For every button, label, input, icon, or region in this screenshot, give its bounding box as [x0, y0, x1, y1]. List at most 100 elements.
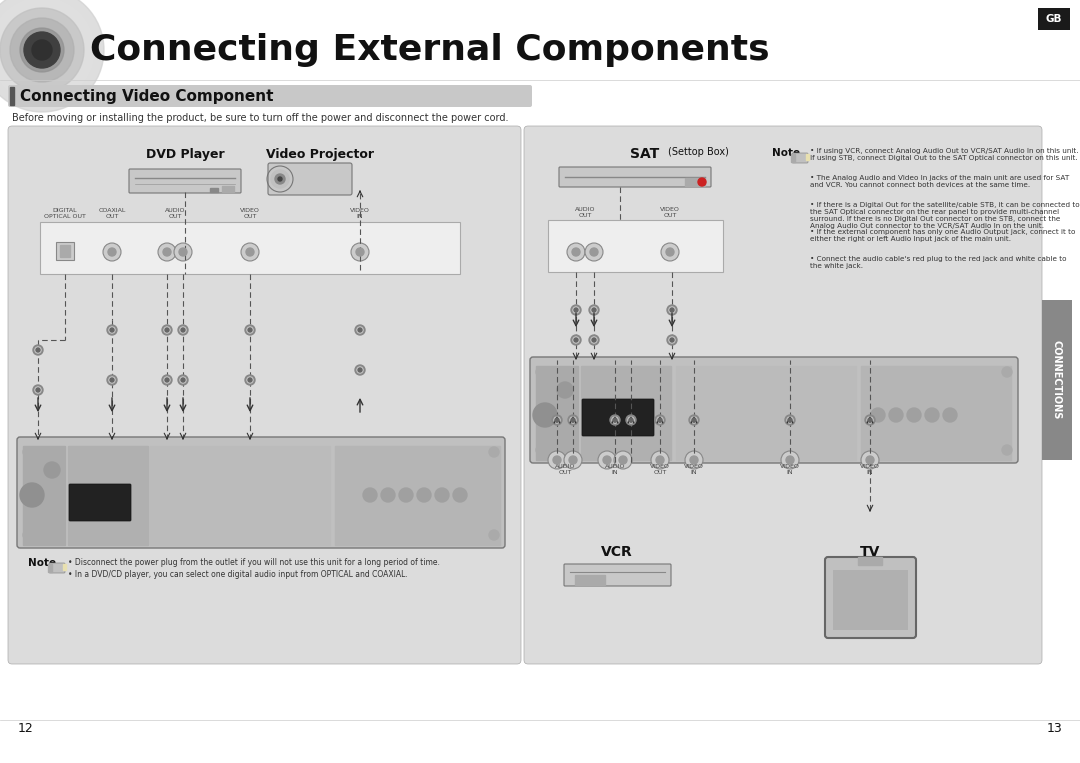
- FancyBboxPatch shape: [40, 222, 460, 274]
- Bar: [861, 366, 1011, 460]
- Circle shape: [670, 308, 674, 312]
- Bar: [806, 154, 809, 160]
- Circle shape: [867, 417, 873, 423]
- FancyBboxPatch shape: [8, 126, 521, 664]
- Text: • If there is a Digital Out for the satellite/cable STB, it can be connected to : • If there is a Digital Out for the sate…: [810, 202, 1080, 229]
- FancyBboxPatch shape: [548, 220, 723, 272]
- Circle shape: [924, 408, 939, 422]
- FancyBboxPatch shape: [49, 563, 65, 573]
- Text: • If the external component has only one Audio Output jack, connect it to either: • If the external component has only one…: [810, 229, 1076, 242]
- Circle shape: [685, 451, 703, 469]
- Circle shape: [615, 451, 632, 469]
- Text: (Settop Box): (Settop Box): [669, 147, 729, 157]
- Circle shape: [590, 248, 598, 256]
- Circle shape: [33, 385, 43, 395]
- Circle shape: [417, 488, 431, 502]
- Circle shape: [174, 243, 192, 261]
- Circle shape: [868, 418, 872, 422]
- Circle shape: [357, 367, 363, 373]
- FancyBboxPatch shape: [833, 570, 908, 630]
- Text: VIDEO
OUT: VIDEO OUT: [660, 208, 680, 218]
- Circle shape: [363, 488, 377, 502]
- Circle shape: [870, 408, 885, 422]
- Circle shape: [785, 415, 795, 425]
- Circle shape: [181, 378, 185, 382]
- Text: VIDEO
OUT: VIDEO OUT: [650, 464, 670, 475]
- Bar: [791, 154, 795, 162]
- Circle shape: [435, 488, 449, 502]
- Circle shape: [0, 0, 104, 112]
- Circle shape: [33, 345, 43, 355]
- Bar: [23, 446, 65, 545]
- Circle shape: [552, 415, 562, 425]
- Circle shape: [589, 335, 599, 345]
- Circle shape: [163, 248, 171, 256]
- Circle shape: [568, 415, 578, 425]
- FancyBboxPatch shape: [1038, 8, 1070, 30]
- Text: VCR: VCR: [602, 545, 633, 559]
- Circle shape: [181, 328, 185, 332]
- Circle shape: [278, 177, 282, 181]
- Circle shape: [557, 382, 573, 398]
- Circle shape: [36, 348, 40, 352]
- Circle shape: [592, 338, 596, 342]
- Circle shape: [612, 417, 618, 423]
- Text: AUDIO
OUT: AUDIO OUT: [555, 464, 576, 475]
- Circle shape: [35, 387, 41, 393]
- Circle shape: [907, 408, 921, 422]
- Circle shape: [691, 417, 697, 423]
- Circle shape: [165, 378, 168, 382]
- Text: Before moving or installing the product, be sure to turn off the power and disco: Before moving or installing the product,…: [12, 113, 509, 123]
- Circle shape: [658, 418, 662, 422]
- FancyBboxPatch shape: [792, 153, 808, 163]
- Text: VIDEO
IN: VIDEO IN: [684, 464, 704, 475]
- Bar: [210, 188, 218, 192]
- Bar: [858, 557, 882, 565]
- Bar: [60, 245, 70, 257]
- FancyBboxPatch shape: [129, 169, 241, 193]
- Circle shape: [158, 243, 176, 261]
- Text: Note: Note: [772, 148, 800, 158]
- Text: VIDEO
IN: VIDEO IN: [780, 464, 800, 475]
- Circle shape: [667, 335, 677, 345]
- Circle shape: [356, 248, 364, 256]
- Circle shape: [399, 488, 413, 502]
- Circle shape: [689, 415, 699, 425]
- Circle shape: [489, 530, 499, 540]
- Bar: [56, 242, 75, 260]
- Circle shape: [629, 418, 633, 422]
- Circle shape: [1002, 445, 1012, 455]
- Circle shape: [381, 488, 395, 502]
- Circle shape: [453, 488, 467, 502]
- Circle shape: [21, 28, 64, 72]
- Bar: [575, 575, 605, 585]
- Circle shape: [657, 417, 663, 423]
- Circle shape: [103, 243, 121, 261]
- Text: Note: Note: [28, 558, 56, 568]
- Circle shape: [613, 418, 617, 422]
- Circle shape: [669, 337, 675, 343]
- Circle shape: [589, 305, 599, 315]
- Circle shape: [241, 243, 259, 261]
- Circle shape: [654, 415, 665, 425]
- Circle shape: [489, 447, 499, 457]
- Circle shape: [534, 403, 557, 427]
- Circle shape: [861, 451, 879, 469]
- Circle shape: [572, 248, 580, 256]
- Circle shape: [692, 418, 696, 422]
- Circle shape: [24, 32, 60, 68]
- Circle shape: [23, 447, 33, 457]
- Circle shape: [592, 308, 596, 312]
- Text: • Disconnect the power plug from the outlet if you will not use this unit for a : • Disconnect the power plug from the out…: [68, 558, 440, 567]
- Circle shape: [271, 170, 289, 188]
- Text: 12: 12: [18, 722, 33, 735]
- Bar: [68, 446, 148, 545]
- Circle shape: [571, 305, 581, 315]
- FancyBboxPatch shape: [530, 357, 1018, 463]
- Circle shape: [275, 174, 285, 184]
- Circle shape: [178, 325, 188, 335]
- Text: TV: TV: [860, 545, 880, 559]
- Circle shape: [667, 305, 677, 315]
- Text: CONNECTIONS: CONNECTIONS: [1052, 340, 1062, 420]
- Circle shape: [351, 243, 369, 261]
